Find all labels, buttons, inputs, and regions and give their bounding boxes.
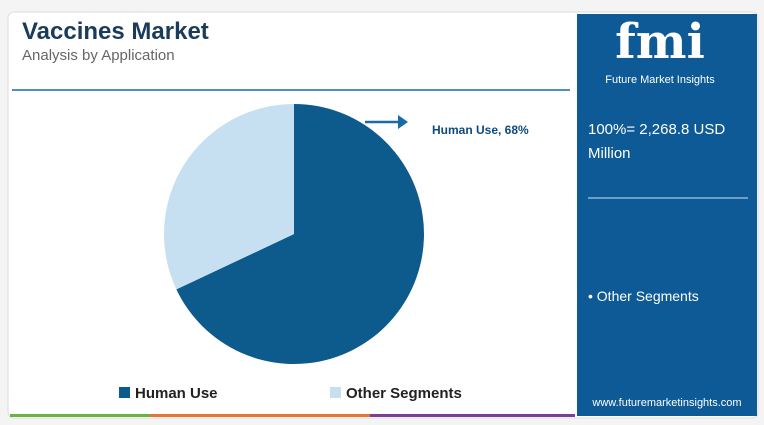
legend-swatch xyxy=(330,387,341,398)
pie-slice xyxy=(176,104,424,365)
strip xyxy=(150,414,370,417)
arrow-head xyxy=(398,115,408,129)
logo-caption: Future Market Insights xyxy=(605,74,715,86)
data-label: Human Use, 68% xyxy=(432,123,529,137)
strip xyxy=(10,414,150,417)
side-panel xyxy=(577,14,757,416)
legend-label: Human Use xyxy=(135,385,218,402)
total-note: 100%= 2,268.8 USD Million xyxy=(588,121,726,162)
website: www.futuremarketinsights.com xyxy=(591,397,741,409)
legend-label: Other Segments xyxy=(346,385,462,402)
pie-slice xyxy=(163,104,294,290)
segment-note: • Other Segments xyxy=(588,288,699,304)
chart-title: Vaccines Market xyxy=(22,18,209,45)
legend-swatch xyxy=(119,387,130,398)
chart-subtitle: Analysis by Application xyxy=(22,47,175,64)
logo: fmi xyxy=(615,14,705,70)
strip xyxy=(370,414,575,417)
